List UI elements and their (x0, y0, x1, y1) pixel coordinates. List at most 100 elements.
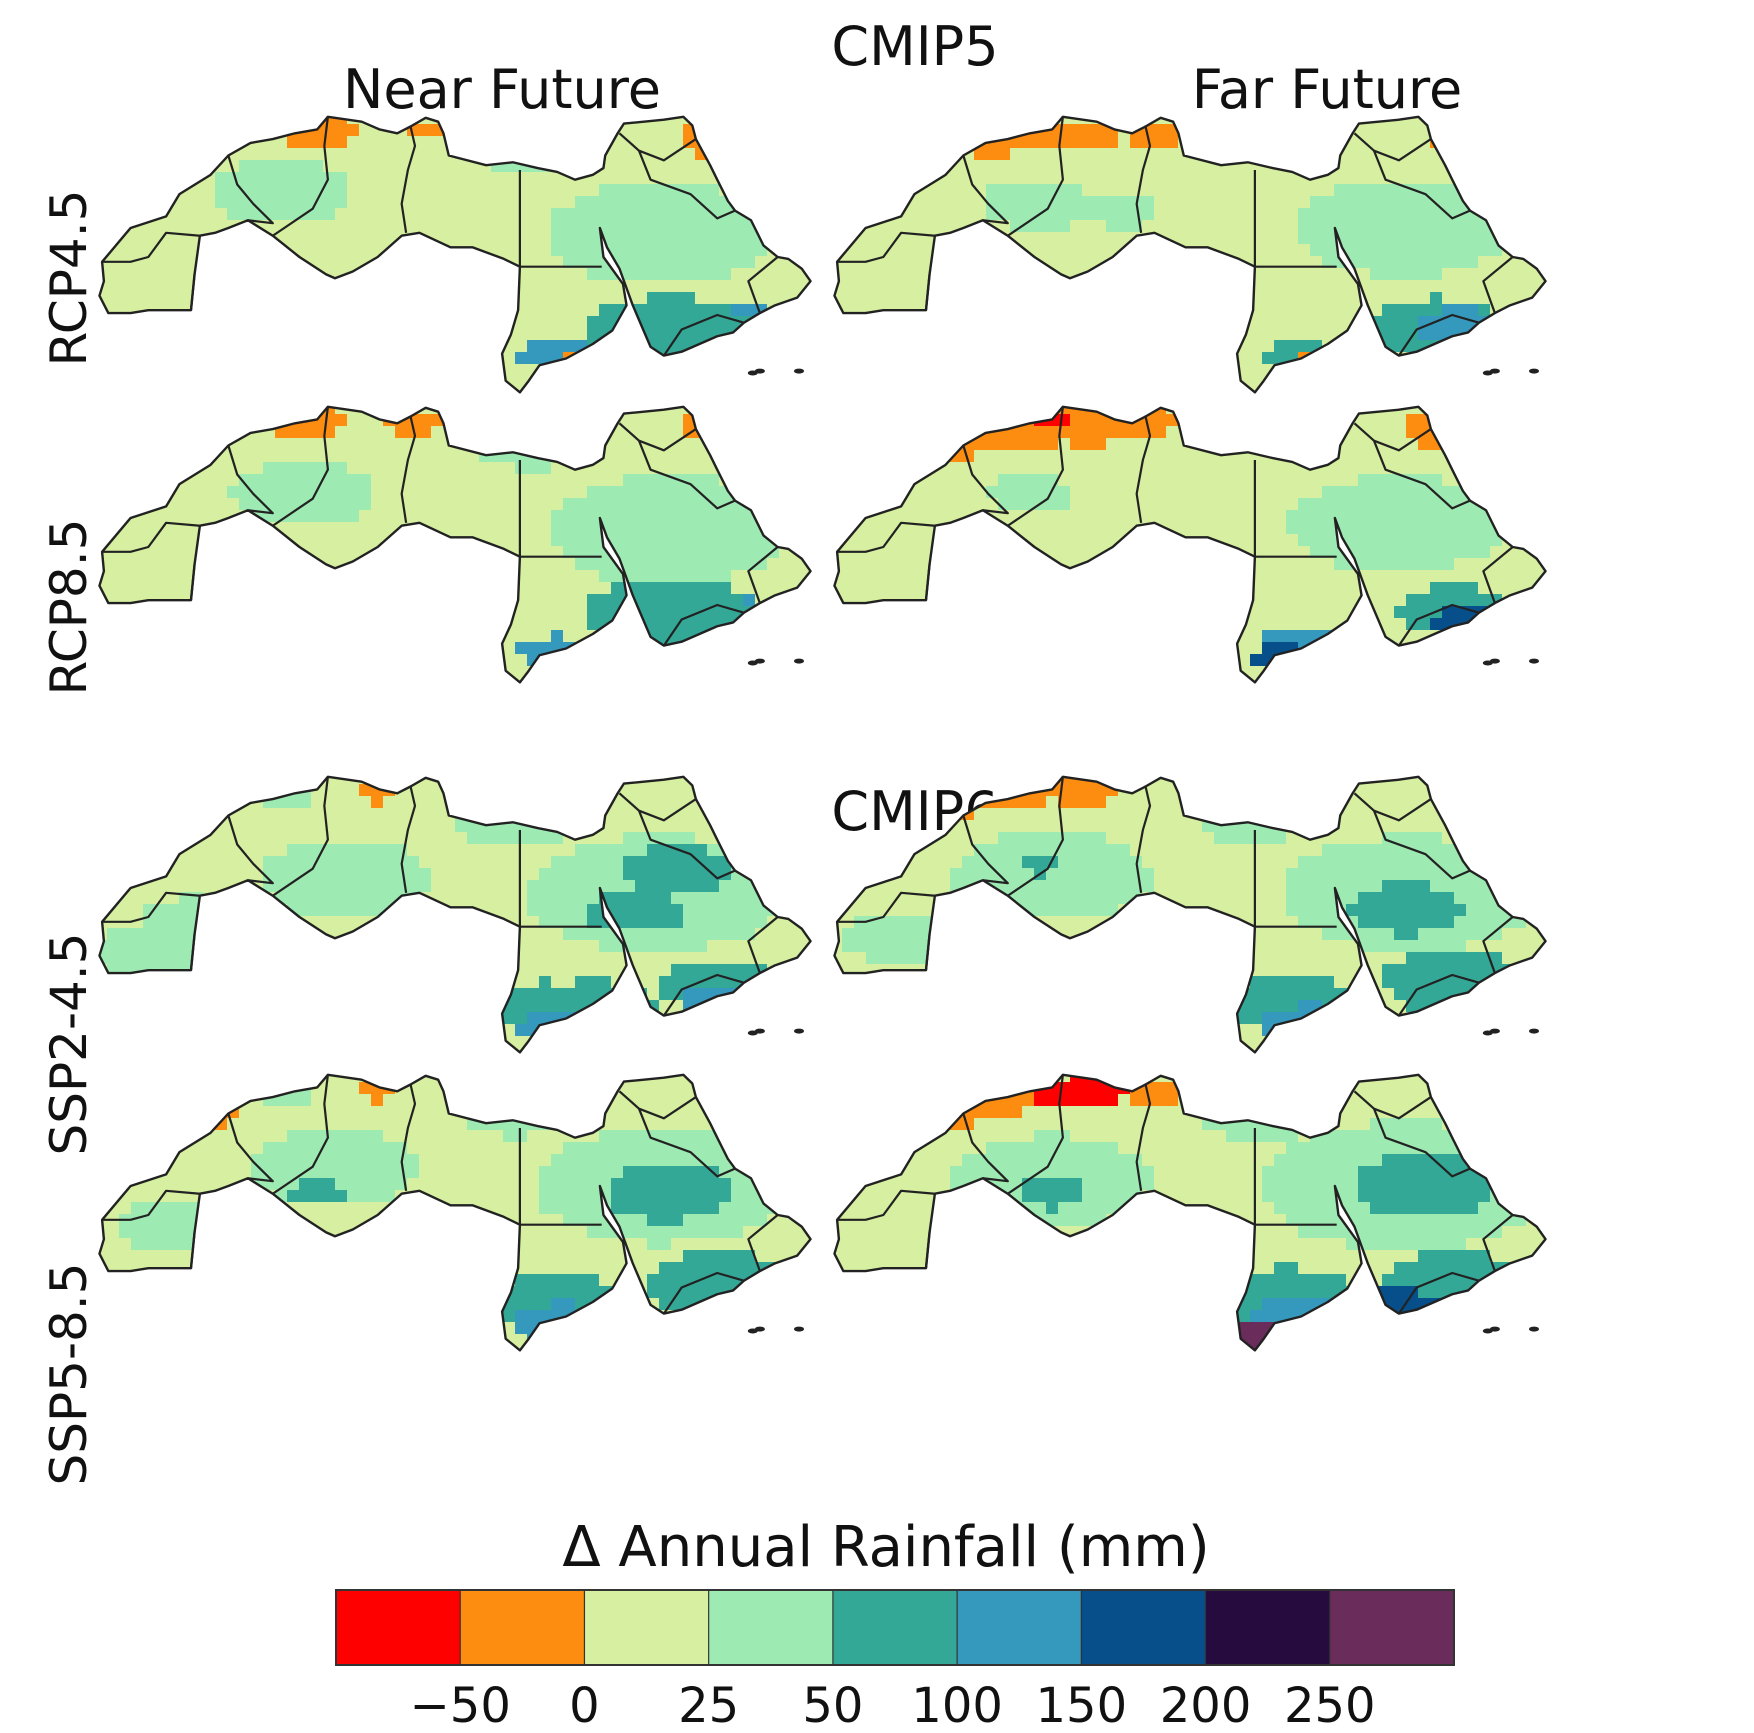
grid-cell (866, 116, 879, 125)
grid-cell (834, 232, 843, 245)
grid-cell (563, 630, 576, 643)
grid-cell (647, 280, 660, 293)
grid-cell (395, 172, 408, 185)
grid-cell (1058, 406, 1071, 415)
grid-cell (779, 474, 792, 487)
grid-cell (551, 256, 564, 269)
grid-cell (1526, 474, 1539, 487)
grid-cell (1286, 328, 1299, 341)
grid-cell (791, 352, 804, 365)
grid-cell (287, 462, 300, 475)
grid-cell (1478, 414, 1491, 427)
grid-cell (866, 196, 879, 209)
grid-cell (1406, 220, 1419, 233)
grid-cell (503, 184, 516, 197)
grid-cell (803, 666, 811, 679)
grid-cell (1538, 116, 1546, 125)
grid-cell (1226, 304, 1239, 317)
grid-cell (755, 618, 768, 631)
grid-cell (359, 522, 372, 535)
grid-cell (731, 426, 744, 439)
grid-cell (866, 426, 879, 439)
grid-cell (1538, 184, 1546, 197)
grid-cell (671, 606, 684, 619)
grid-cell (143, 438, 156, 451)
grid-cell (251, 208, 264, 221)
grid-cell (1022, 406, 1035, 415)
country-border (748, 547, 777, 603)
grid-cell (107, 414, 120, 427)
grid-cell (119, 450, 132, 463)
grid-cell (1310, 438, 1323, 451)
grid-cell (311, 618, 324, 631)
grid-cell (1286, 316, 1299, 329)
grid-cell (587, 522, 600, 535)
grid-cell (263, 534, 276, 547)
grid-cell (1538, 124, 1546, 137)
grid-cell (191, 510, 204, 523)
grid-cell (1382, 220, 1395, 233)
grid-cell (1286, 148, 1299, 161)
grid-cell (938, 148, 951, 161)
grid-cell (251, 450, 264, 463)
grid-cell (1478, 268, 1491, 281)
grid-cell (371, 462, 384, 475)
grid-cell (611, 160, 624, 173)
country-border (273, 407, 328, 526)
grid-cell (1490, 450, 1503, 463)
grid-cell (251, 678, 264, 683)
grid-cell (347, 606, 360, 619)
grid-cell (1370, 462, 1383, 475)
grid-cell (491, 328, 504, 341)
grid-cell (779, 654, 792, 667)
grid-cell (383, 486, 396, 499)
grid-cell (986, 148, 999, 161)
grid-cell (119, 678, 132, 683)
grid-cell (203, 618, 216, 631)
grid-cell (335, 438, 348, 451)
grid-cell (854, 406, 867, 415)
grid-cell (131, 654, 144, 667)
grid-cell (515, 654, 528, 667)
grid-cell (926, 376, 939, 389)
grid-cell (890, 474, 903, 487)
grid-cell (167, 148, 180, 161)
grid-cell (347, 328, 360, 341)
grid-cell (950, 486, 963, 499)
grid-cell (623, 268, 636, 281)
grid-cell (986, 280, 999, 293)
grid-cell (1310, 364, 1323, 377)
grid-cell (1502, 364, 1515, 377)
grid-cell (1538, 232, 1546, 245)
grid-cell (551, 426, 564, 439)
grid-cell (1346, 196, 1359, 209)
grid-cell (467, 208, 480, 221)
grid-cell (647, 510, 660, 523)
grid-cell (1442, 292, 1455, 305)
grid-cell (1466, 474, 1479, 487)
grid-cell (407, 654, 420, 667)
grid-cell (107, 196, 120, 209)
grid-cell (1322, 292, 1335, 305)
grid-cell (155, 364, 168, 377)
grid-cell (707, 220, 720, 233)
grid-cell (587, 606, 600, 619)
grid-cell (671, 546, 684, 559)
grid-cell (479, 426, 492, 439)
grid-cell (1514, 388, 1527, 393)
grid-cell (527, 244, 540, 257)
grid-cell (803, 406, 811, 415)
grid-cell (599, 196, 612, 209)
grid-cell (1226, 450, 1239, 463)
grid-cell (539, 462, 552, 475)
grid-cell (203, 594, 216, 607)
grid-cell (1406, 208, 1419, 221)
grid-cell (599, 292, 612, 305)
grid-cell (1154, 328, 1167, 341)
grid-cell (383, 690, 396, 703)
grid-cell (707, 594, 720, 607)
grid-cell (890, 244, 903, 257)
grid-cell (455, 136, 468, 149)
grid-cell (1334, 184, 1347, 197)
grid-cell (1130, 376, 1143, 389)
